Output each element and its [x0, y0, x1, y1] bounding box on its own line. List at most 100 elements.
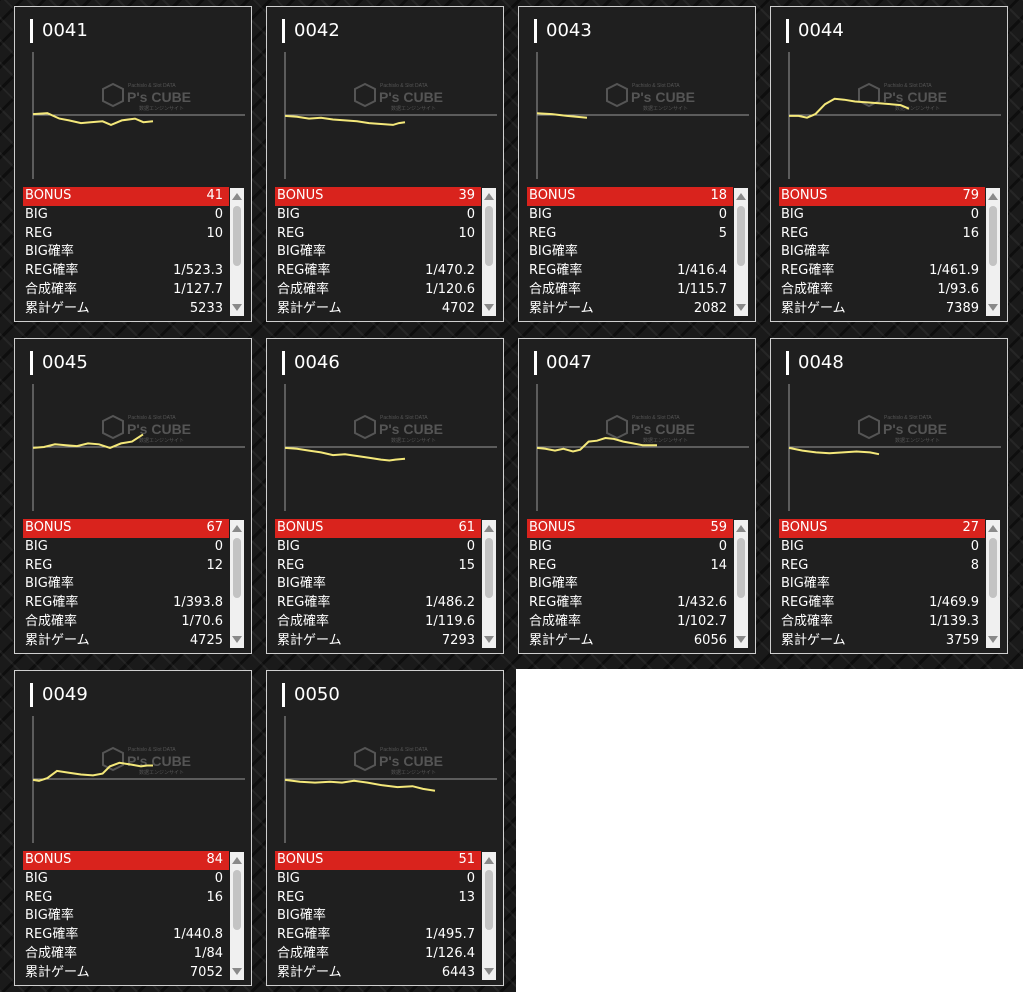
scroll-down-arrow-icon[interactable] — [484, 304, 494, 311]
stat-value: 41 — [206, 188, 223, 203]
stat-row-games: 累計ゲーム 3759 — [779, 632, 985, 651]
stat-row-big: BIG 0 — [275, 870, 481, 889]
stats-scrollbar[interactable] — [230, 188, 244, 316]
stat-value: 1/119.6 — [425, 613, 475, 629]
scroll-down-arrow-icon[interactable] — [484, 968, 494, 975]
stat-value: 79 — [962, 188, 979, 203]
stat-row-games: 累計ゲーム 7389 — [779, 300, 985, 319]
machine-number: 0046 — [282, 351, 340, 375]
machine-card[interactable]: 0041 Pachislo & Slot DATA P's CUBE 数据エンジンサイ… — [14, 6, 252, 322]
stat-value: 0 — [718, 538, 727, 554]
scroll-thumb[interactable] — [737, 206, 745, 266]
scroll-up-arrow-icon[interactable] — [484, 525, 494, 532]
stat-value: 1/469.9 — [929, 595, 979, 611]
stat-row-big: BIG 0 — [23, 206, 229, 225]
scroll-thumb[interactable] — [989, 206, 997, 266]
slump-line — [788, 446, 880, 456]
machine-card[interactable]: 0043 Pachislo & Slot DATA P's CUBE 数据エンジンサイ… — [518, 6, 756, 322]
watermark-top: Pachislo & Slot DATA — [380, 83, 428, 89]
stat-label: BIG確率 — [529, 576, 578, 592]
stats-scrollbar[interactable] — [482, 188, 496, 316]
stats-table[interactable]: BONUS 67 BIG 0 REG 12 BIG確率 REG確率 1/393.8 合成確率 1/7… — [23, 519, 229, 651]
scroll-up-arrow-icon[interactable] — [988, 193, 998, 200]
scroll-up-arrow-icon[interactable] — [232, 857, 242, 864]
stat-label: REG確率 — [781, 263, 835, 279]
stats-scrollbar[interactable] — [734, 520, 748, 648]
watermark-sub: 数据エンジンサイト — [895, 437, 940, 444]
stat-row-reg: REG 15 — [275, 557, 481, 576]
stats-scrollbar[interactable] — [734, 188, 748, 316]
stats-scrollbar[interactable] — [230, 852, 244, 980]
stats-table[interactable]: BONUS 18 BIG 0 REG 5 BIG確率 REG確率 1/416.4 合成確率 1/11… — [527, 187, 733, 319]
scroll-thumb[interactable] — [233, 870, 241, 930]
stat-value: 8 — [970, 557, 979, 573]
scroll-down-arrow-icon[interactable] — [988, 304, 998, 311]
scroll-down-arrow-icon[interactable] — [736, 304, 746, 311]
stat-label: 合成確率 — [277, 281, 330, 297]
scroll-up-arrow-icon[interactable] — [484, 857, 494, 864]
machine-card[interactable]: 0045 Pachislo & Slot DATA P's CUBE 数据エンジンサイ… — [14, 338, 252, 654]
machine-card[interactable]: 0050 Pachislo & Slot DATA P's CUBE 数据エンジンサイ… — [266, 670, 504, 986]
stat-row-games: 累計ゲーム 2082 — [527, 300, 733, 319]
stat-label: 累計ゲーム — [277, 632, 342, 648]
scroll-up-arrow-icon[interactable] — [232, 193, 242, 200]
watermark-cube-icon — [354, 746, 376, 772]
machine-card[interactable]: 0047 Pachislo & Slot DATA P's CUBE 数据エンジンサイ… — [518, 338, 756, 654]
stat-row-total-rate: 合成確率 1/102.7 — [527, 613, 733, 632]
stats-scrollbar[interactable] — [230, 520, 244, 648]
scroll-thumb[interactable] — [737, 538, 745, 598]
stat-row-reg-rate: REG確率 1/523.3 — [23, 262, 229, 281]
watermark-cube-icon — [354, 414, 376, 440]
stats-scrollbar[interactable] — [986, 520, 1000, 648]
stat-row-big-rate: BIG確率 — [275, 575, 481, 594]
scroll-down-arrow-icon[interactable] — [736, 636, 746, 643]
scroll-down-arrow-icon[interactable] — [232, 304, 242, 311]
scroll-thumb[interactable] — [485, 206, 493, 266]
stats-scrollbar[interactable] — [482, 520, 496, 648]
stats-table[interactable]: BONUS 39 BIG 0 REG 10 BIG確率 REG確率 1/470.2 合成確率 1/1… — [275, 187, 481, 319]
stat-label: 累計ゲーム — [781, 300, 846, 316]
stats-table[interactable]: BONUS 27 BIG 0 REG 8 BIG確率 REG確率 1/469.9 合成確率 1/13… — [779, 519, 985, 651]
stat-row-reg-rate: REG確率 1/416.4 — [527, 262, 733, 281]
stats-table[interactable]: BONUS 84 BIG 0 REG 16 BIG確率 REG確率 1/440.8 合成確率 1/8… — [23, 851, 229, 983]
scroll-thumb[interactable] — [233, 538, 241, 598]
scroll-up-arrow-icon[interactable] — [988, 525, 998, 532]
machine-card[interactable]: 0042 Pachislo & Slot DATA P's CUBE 数据エンジンサイ… — [266, 6, 504, 322]
stats-table[interactable]: BONUS 41 BIG 0 REG 10 BIG確率 REG確率 1/523.3 合成確率 1/1… — [23, 187, 229, 319]
scroll-down-arrow-icon[interactable] — [988, 636, 998, 643]
stats-table[interactable]: BONUS 59 BIG 0 REG 14 BIG確率 REG確率 1/432.6 合成確率 1/1… — [527, 519, 733, 651]
machine-number: 0045 — [30, 351, 88, 375]
stat-row-big-rate: BIG確率 — [527, 243, 733, 262]
machine-card[interactable]: 0048 Pachislo & Slot DATA P's CUBE 数据エンジンサイ… — [770, 338, 1008, 654]
stats-table[interactable]: BONUS 61 BIG 0 REG 15 BIG確率 REG確率 1/486.2 合成確率 1/1… — [275, 519, 481, 651]
machine-card[interactable]: 0046 Pachislo & Slot DATA P's CUBE 数据エンジンサイ… — [266, 338, 504, 654]
stat-label: 合成確率 — [277, 613, 330, 629]
scroll-up-arrow-icon[interactable] — [736, 193, 746, 200]
scroll-up-arrow-icon[interactable] — [232, 525, 242, 532]
scroll-thumb[interactable] — [485, 538, 493, 598]
scroll-thumb[interactable] — [233, 206, 241, 266]
scroll-thumb[interactable] — [989, 538, 997, 598]
stat-row-big: BIG 0 — [527, 538, 733, 557]
scroll-down-arrow-icon[interactable] — [484, 636, 494, 643]
stats-scrollbar[interactable] — [986, 188, 1000, 316]
stats-scrollbar[interactable] — [482, 852, 496, 980]
scroll-up-arrow-icon[interactable] — [484, 193, 494, 200]
watermark-logo: P's CUBE — [127, 421, 191, 437]
stats-table[interactable]: BONUS 79 BIG 0 REG 16 BIG確率 REG確率 1/461.9 合成確率 1/9… — [779, 187, 985, 319]
machine-card[interactable]: 0044 Pachislo & Slot DATA P's CUBE 数据エンジンサイ… — [770, 6, 1008, 322]
scroll-thumb[interactable] — [485, 870, 493, 930]
scroll-up-arrow-icon[interactable] — [736, 525, 746, 532]
scroll-down-arrow-icon[interactable] — [232, 968, 242, 975]
machine-card[interactable]: 0049 Pachislo & Slot DATA P's CUBE 数据エンジンサイ… — [14, 670, 252, 986]
stat-row-bonus: BONUS 61 — [275, 519, 481, 538]
stats-table[interactable]: BONUS 51 BIG 0 REG 13 BIG確率 REG確率 1/495.7 合成確率 1/1… — [275, 851, 481, 983]
watermark-top: Pachislo & Slot DATA — [128, 83, 176, 89]
scroll-down-arrow-icon[interactable] — [232, 636, 242, 643]
stat-row-bonus: BONUS 18 — [527, 187, 733, 206]
stat-label: REG確率 — [277, 595, 331, 611]
stat-row-reg: REG 10 — [275, 225, 481, 244]
